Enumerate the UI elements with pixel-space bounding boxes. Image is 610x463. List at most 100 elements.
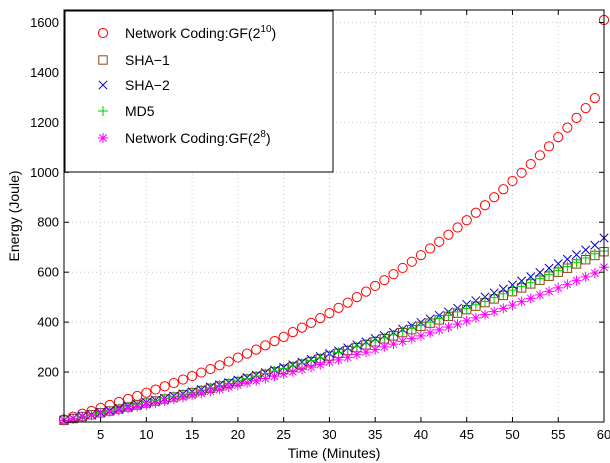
data-point (544, 286, 555, 297)
data-point (379, 275, 390, 286)
data-point (562, 261, 573, 272)
data-point (342, 297, 353, 308)
data-point (425, 327, 436, 338)
x-axis-label: Time (Minutes) (288, 445, 381, 461)
data-point (562, 254, 572, 264)
data-point (306, 317, 317, 328)
legend-label-main: MD5 (125, 103, 155, 119)
data-point (342, 352, 353, 363)
data-point (525, 158, 536, 170)
legend-label-superscript: 10 (260, 24, 272, 35)
x-tick-label: 40 (414, 427, 428, 442)
data-point (415, 250, 427, 261)
data-point (397, 326, 408, 337)
data-point (571, 257, 582, 268)
x-tick-label: 35 (368, 427, 382, 442)
data-point (470, 312, 481, 323)
data-point (351, 292, 362, 303)
data-point (452, 319, 463, 330)
y-tick-label: 1600 (30, 15, 59, 30)
data-point (397, 262, 408, 274)
data-point (77, 412, 88, 423)
legend-label-main: Network Coding:GF(2 (125, 25, 261, 41)
data-point (516, 281, 527, 292)
data-point (553, 131, 564, 143)
data-point (507, 175, 518, 187)
data-point (388, 339, 399, 350)
data-point (388, 269, 399, 280)
data-point (232, 380, 243, 391)
data-point (141, 387, 152, 398)
legend-label-close: ) (266, 130, 271, 146)
data-point (68, 413, 79, 424)
data-point (553, 259, 563, 269)
data-point (379, 332, 390, 343)
data-point (150, 384, 161, 395)
data-point (507, 280, 518, 290)
data-point (187, 390, 198, 401)
data-point (406, 323, 417, 334)
legend-entry: MD5 (98, 103, 155, 119)
data-point (223, 382, 234, 393)
data-point (434, 313, 445, 324)
data-point (507, 285, 518, 296)
data-point (333, 302, 344, 313)
legend-label: Network Coding:GF(28) (125, 129, 271, 146)
data-point (241, 348, 253, 359)
data-point (461, 215, 472, 226)
data-point (498, 184, 509, 195)
data-point (526, 272, 536, 282)
legend-label: MD5 (125, 103, 155, 119)
legend-marker (98, 80, 108, 90)
data-point (443, 322, 454, 333)
series-layer (58, 14, 610, 426)
data-point (351, 349, 362, 360)
x-tick-label: 25 (276, 427, 290, 442)
data-point (159, 381, 170, 392)
legend-box (64, 10, 334, 173)
legend-entry: SHA−1 (98, 52, 170, 68)
data-point (489, 306, 500, 317)
data-point (370, 335, 381, 346)
x-tick-label: 55 (551, 427, 565, 442)
data-point (159, 396, 170, 407)
data-point (296, 364, 307, 375)
data-point (443, 229, 454, 240)
legend: Network Coding:GF(210)SHA−1SHA−2MD5Netwo… (64, 10, 334, 173)
data-point (132, 401, 143, 412)
data-point (315, 359, 326, 370)
y-tick-label: 800 (37, 215, 59, 230)
data-point (278, 369, 289, 380)
data-point (571, 112, 582, 123)
x-tick-label: 20 (231, 427, 245, 442)
data-point (196, 388, 207, 399)
data-point (86, 410, 97, 421)
data-point (278, 331, 289, 342)
data-point (489, 292, 500, 303)
data-point (242, 377, 253, 388)
data-point (434, 236, 445, 247)
data-point (580, 271, 591, 282)
data-point (580, 103, 591, 114)
data-point (123, 403, 134, 414)
data-point (543, 141, 555, 152)
data-point (571, 250, 582, 260)
legend-marker (98, 106, 108, 116)
data-point (562, 279, 573, 290)
data-point (517, 276, 527, 286)
data-point (196, 367, 207, 378)
data-point (480, 309, 491, 320)
data-point (470, 299, 481, 310)
data-point (425, 317, 436, 328)
data-point (104, 406, 115, 417)
data-point (205, 386, 216, 397)
data-point (214, 384, 225, 395)
x-tick-label: 45 (459, 427, 473, 442)
data-point (581, 245, 591, 255)
legend-entry: Network Coding:GF(210) (97, 24, 276, 41)
data-point (489, 192, 500, 203)
data-point (425, 243, 436, 254)
data-point (296, 322, 308, 333)
data-point (269, 371, 280, 382)
data-point (324, 308, 335, 319)
